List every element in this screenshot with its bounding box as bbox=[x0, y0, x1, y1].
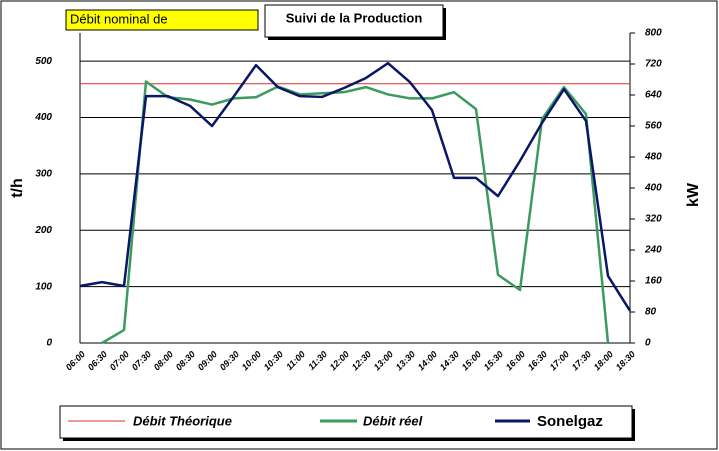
y-tick-label: 400 bbox=[34, 112, 52, 123]
subtitle: Débit nominal de bbox=[70, 11, 168, 26]
y2-tick-label: 720 bbox=[645, 59, 662, 70]
y2-tick-label: 560 bbox=[645, 121, 662, 132]
series-line bbox=[79, 61, 632, 312]
y-tick-label: 200 bbox=[34, 225, 52, 236]
y2-tick-label: 480 bbox=[644, 152, 662, 163]
y-tick-label: 500 bbox=[35, 56, 52, 67]
series-line bbox=[101, 80, 610, 345]
y-tick-label: 300 bbox=[35, 169, 52, 180]
chart-title: Suivi de la Production bbox=[286, 10, 423, 25]
y2-tick-label: 0 bbox=[645, 338, 651, 349]
y-axis-label: t/h bbox=[9, 178, 26, 198]
title-box bbox=[264, 4, 444, 38]
y-tick-label: 0 bbox=[46, 338, 52, 349]
y-tick-label: 100 bbox=[35, 281, 52, 292]
y2-tick-label: 80 bbox=[645, 307, 657, 318]
y2-tick-label: 640 bbox=[645, 90, 662, 101]
y2-tick-label: 400 bbox=[644, 183, 662, 194]
y2-tick-label: 160 bbox=[645, 276, 662, 287]
legend-label: Débit Théorique bbox=[133, 413, 232, 428]
legend-label: Sonelgaz bbox=[537, 413, 603, 430]
y2-axis-label: kW bbox=[685, 182, 702, 207]
legend-label: Débit réel bbox=[363, 413, 423, 428]
y2-tick-label: 320 bbox=[645, 214, 662, 225]
y2-tick-label: 240 bbox=[644, 245, 662, 256]
subtitle-box bbox=[65, 9, 259, 31]
y2-tick-label: 800 bbox=[645, 28, 662, 39]
